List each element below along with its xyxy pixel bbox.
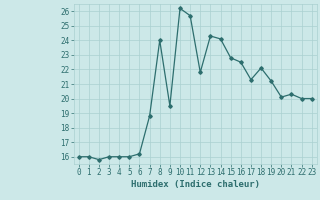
X-axis label: Humidex (Indice chaleur): Humidex (Indice chaleur) xyxy=(131,180,260,189)
